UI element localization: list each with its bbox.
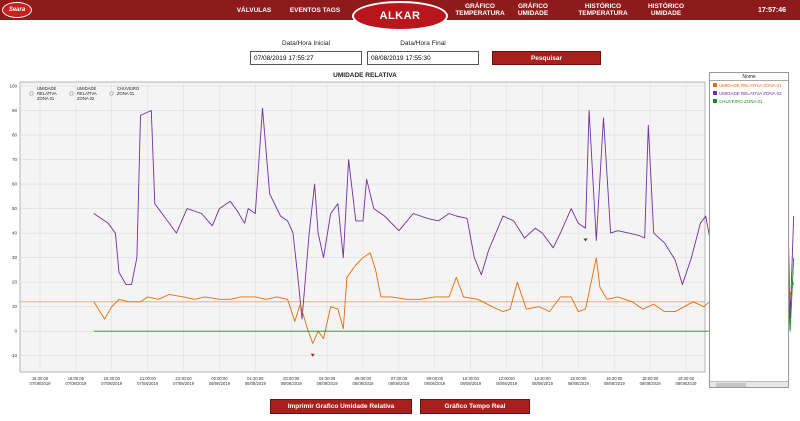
x-tick-date: 07/08/2019 <box>65 381 87 386</box>
x-tick-time: 21:00:00 <box>140 376 157 381</box>
x-tick-time: 04:30:00 <box>319 376 336 381</box>
inline-legend-label: CHUVEIRO <box>117 86 140 91</box>
y-tick-label: 40 <box>12 231 18 236</box>
x-tick-time: 10:30:00 <box>463 376 480 381</box>
y-tick-label: 10 <box>12 304 18 309</box>
legend-panel: Nome UMIDADE RELATIVA ZONA 01 UMIDADE RE… <box>709 72 789 388</box>
x-tick-time: 06:00:00 <box>355 376 372 381</box>
data-marker <box>583 238 588 242</box>
x-tick-date: 08/08/2019 <box>317 381 339 386</box>
inline-legend-label: UMIDADE <box>37 86 57 91</box>
x-tick-date: 08/08/2019 <box>676 381 698 386</box>
inline-legend-label: ZONA 02 <box>77 96 95 101</box>
nav-grafico-temperatura[interactable]: GRÁFICO TEMPERATURA <box>455 3 505 17</box>
legend-item-zona01[interactable]: UMIDADE RELATIVA ZONA 01 <box>710 81 788 89</box>
x-tick-date: 08/08/2019 <box>388 381 410 386</box>
x-tick-date: 08/08/2019 <box>281 381 303 386</box>
y-tick-label: 30 <box>12 255 18 260</box>
x-tick-time: 07:30:00 <box>391 376 408 381</box>
chart-title: UMIDADE RELATIVA <box>333 72 397 79</box>
inline-legend-label: RELATIVA <box>37 91 57 96</box>
x-tick-date: 08/08/2019 <box>460 381 482 386</box>
print-chart-button[interactable]: Imprimir Grafico Umidade Relativa <box>270 399 412 414</box>
x-tick-time: 18:00:00 <box>642 376 659 381</box>
x-tick-time: 15:00:00 <box>570 376 587 381</box>
x-tick-time: 01:30:00 <box>247 376 264 381</box>
x-tick-date: 08/08/2019 <box>604 381 626 386</box>
realtime-chart-button[interactable]: Gráfico Tempo Real <box>420 399 530 414</box>
inline-legend-label: ZONA 01 <box>117 91 135 96</box>
end-date-input[interactable]: 08/08/2019 17:55:30 <box>367 51 479 65</box>
clock: 17:57:46 <box>757 6 786 14</box>
inline-legend-label: ZONA 01 <box>37 96 55 101</box>
nav-valvulas[interactable]: VÁLVULAS <box>236 6 272 14</box>
x-tick-date: 08/08/2019 <box>640 381 662 386</box>
legend-item-zona02[interactable]: UMIDADE RELATIVA ZONA 02 <box>710 89 788 97</box>
plot-area <box>19 81 706 373</box>
x-tick-date: 08/08/2019 <box>532 381 554 386</box>
x-tick-time: 22:30:00 <box>175 376 192 381</box>
series-line-zona01 <box>93 252 795 344</box>
x-tick-date: 07/08/2019 <box>137 381 159 386</box>
inline-legend-label: RELATIVA <box>77 91 97 96</box>
y-tick-label: 70 <box>12 157 18 162</box>
x-tick-time: 12:00:00 <box>498 376 515 381</box>
x-tick-time: 13:30:00 <box>534 376 551 381</box>
y-tick-label: 100 <box>9 84 17 89</box>
x-tick-date: 07/08/2019 <box>101 381 123 386</box>
inline-legend-label: UMIDADE <box>77 86 97 91</box>
nav-historico-umidade[interactable]: HISTÓRICO UMIDADE <box>647 3 685 17</box>
x-tick-date: 07/08/2019 <box>30 381 52 386</box>
legend-label: CHUVEIRO ZONA 01 <box>719 98 763 104</box>
y-tick-label: 50 <box>12 206 18 211</box>
x-tick-time: 18:00:00 <box>68 376 85 381</box>
end-date-label: Data/Hora Final <box>400 40 446 47</box>
series-line-chuveiro <box>93 254 795 332</box>
data-marker <box>310 353 315 357</box>
x-tick-date: 08/08/2019 <box>245 381 267 386</box>
legend-label: UMIDADE RELATIVA ZONA 01 <box>719 82 782 88</box>
inline-legend-checkbox <box>29 91 34 96</box>
x-tick-time: 16:30:00 <box>606 376 623 381</box>
x-tick-time: 00:00:00 <box>211 376 228 381</box>
y-tick-label: 0 <box>14 329 17 334</box>
nav-eventos-tags[interactable]: EVENTOS TAGS <box>289 6 341 14</box>
x-tick-date: 08/08/2019 <box>424 381 446 386</box>
x-tick-time: 19:30:00 <box>104 376 121 381</box>
legend-swatch <box>713 83 717 87</box>
x-tick-time: 09:00:00 <box>427 376 444 381</box>
x-tick-date: 08/08/2019 <box>353 381 375 386</box>
x-tick-time: 16:30:00 <box>32 376 49 381</box>
x-tick-time: 03:00:00 <box>283 376 300 381</box>
scroll-thumb[interactable] <box>716 383 746 387</box>
nav-grafico-umidade[interactable]: GRÁFICO UMIDADE <box>517 3 549 17</box>
x-tick-date: 08/08/2019 <box>568 381 590 386</box>
x-tick-date: 07/08/2019 <box>173 381 195 386</box>
legend-label: UMIDADE RELATIVA ZONA 02 <box>719 90 782 96</box>
inline-legend-checkbox <box>69 91 74 96</box>
series-line-zona02 <box>93 107 795 320</box>
y-tick-label: 90 <box>12 108 18 113</box>
legend-swatch <box>713 99 717 103</box>
y-tick-label: -10 <box>10 353 17 358</box>
seara-logo: Seara <box>2 2 32 18</box>
legend-item-chuveiro[interactable]: CHUVEIRO ZONA 01 <box>710 97 788 105</box>
x-tick-date: 08/08/2019 <box>496 381 518 386</box>
y-tick-label: 20 <box>12 280 18 285</box>
logo-text: Seara <box>8 7 26 13</box>
search-button[interactable]: Pesquisar <box>492 51 601 65</box>
legend-scrollbar[interactable] <box>710 381 788 387</box>
legend-panel-header: Nome <box>710 73 788 81</box>
nav-historico-temperatura[interactable]: HISTÓRICO TEMPERATURA <box>578 3 628 17</box>
x-tick-time: 19:30:00 <box>678 376 695 381</box>
legend-swatch <box>713 91 717 95</box>
start-date-label: Data/Hora Inicial <box>281 40 331 47</box>
start-date-input[interactable]: 07/08/2019 17:55:27 <box>250 51 362 65</box>
brand-badge: ALKAR <box>352 1 448 31</box>
y-tick-label: 80 <box>12 133 18 138</box>
inline-legend-checkbox <box>109 91 114 96</box>
y-tick-label: 60 <box>12 182 18 187</box>
x-tick-date: 08/08/2019 <box>209 381 231 386</box>
